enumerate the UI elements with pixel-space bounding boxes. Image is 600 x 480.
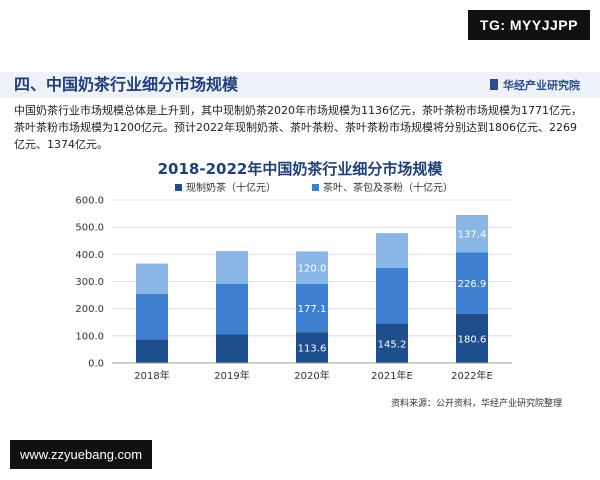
bar-segment (216, 251, 248, 284)
source-note: 资料来源：公开资料，华经产业研究院整理 (390, 399, 562, 409)
y-axis: 0.0 100.0 200.0 300.0 400.0 500.0 600.0 (75, 196, 104, 370)
legend-swatch-ready-made-tea (175, 184, 182, 191)
data-label: 177.1 (298, 304, 327, 315)
org-logo-icon (490, 79, 498, 90)
bar-segment (296, 284, 328, 333)
x-tick-label: 2021年E (371, 369, 413, 382)
x-tick-label: 2020年 (294, 369, 329, 382)
data-label: 120.0 (298, 264, 327, 275)
tg-watermark-badge: TG: MYYJJPP (467, 10, 590, 40)
data-label: 180.6 (458, 334, 487, 345)
data-label: 145.2 (378, 339, 407, 350)
legend-label-ready-made-tea: 现制奶茶（十亿元） (186, 181, 276, 194)
x-tick-label: 2018年 (134, 369, 169, 382)
summary-paragraph: 中国奶茶行业市场规模总体是上升到，其中现制奶茶2020年市场规模为1136亿元，… (14, 104, 582, 151)
bar-segment (296, 332, 328, 363)
data-label: 137.4 (458, 230, 487, 241)
bar-segment (136, 293, 168, 340)
x-tick-label: 2022年E (451, 369, 493, 382)
bar-segment (376, 233, 408, 268)
y-tick-label: 200.0 (75, 304, 104, 315)
data-label: 113.6 (298, 344, 327, 355)
org-name: 华经产业研究院 (503, 79, 580, 92)
section-header-band (0, 72, 600, 98)
bar-segment (216, 334, 248, 363)
legend-label-tea-products: 茶叶、茶包及茶粉（十亿元） (323, 181, 453, 194)
org-logo: 华经产业研究院 (490, 77, 580, 93)
x-tick-label: 2019年 (214, 369, 249, 382)
bar-segment (216, 283, 248, 335)
bar-segment (376, 267, 408, 324)
x-axis: 2018年 2019年 2020年 2021年E 2022年E (112, 362, 512, 382)
section-title: 四、中国奶茶行业细分市场规模 (14, 75, 239, 94)
legend-swatch-tea-products (312, 184, 319, 191)
y-tick-label: 300.0 (75, 277, 104, 288)
bar-segment (136, 339, 168, 363)
bar-segment (136, 263, 168, 294)
bar-segment (376, 323, 408, 363)
chart-bars: 113.6 177.1 120.0 145.2 180.6 226.9 137.4 (136, 214, 488, 363)
url-watermark-badge: www.zzyuebang.com (10, 440, 153, 469)
chart-legend: 现制奶茶（十亿元） 茶叶、茶包及茶粉（十亿元） (175, 181, 453, 194)
bar-segment (456, 313, 488, 363)
bar-segment (296, 251, 328, 285)
bar-segment (456, 214, 488, 253)
chart-title: 2018-2022年中国奶茶行业细分市场规模 (157, 160, 443, 178)
y-tick-label: 600.0 (75, 196, 104, 207)
bar-segment (456, 252, 488, 314)
y-tick-label: 100.0 (75, 331, 104, 342)
data-label: 226.9 (458, 279, 487, 290)
y-tick-label: 0.0 (88, 359, 104, 370)
y-tick-label: 500.0 (75, 223, 104, 234)
y-tick-label: 400.0 (75, 250, 104, 261)
